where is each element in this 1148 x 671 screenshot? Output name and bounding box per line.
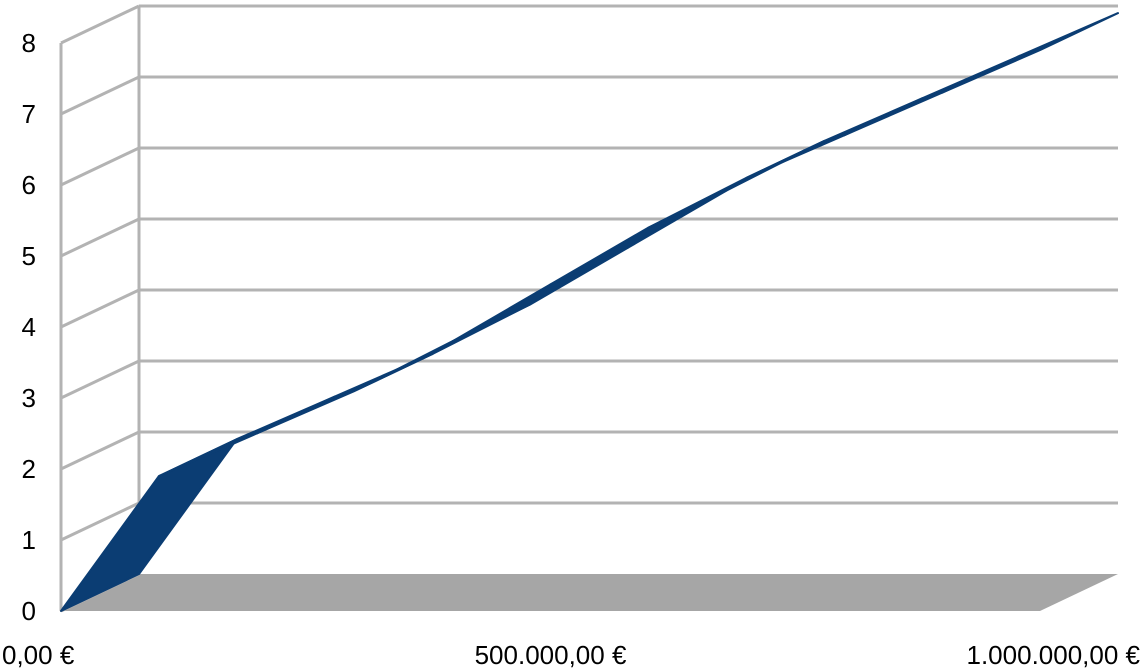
series-ribbon <box>60 12 1119 612</box>
ribbon-segment-5 <box>549 189 728 286</box>
x-tick-label-1: 500.000,00 € <box>475 640 627 670</box>
gridline-side-8 <box>60 4 140 45</box>
y-tick-label-0: 0 <box>22 596 36 626</box>
y-tick-label-2: 2 <box>22 454 36 484</box>
y-axis-tick-labels: 0 1 2 3 4 5 6 7 8 <box>22 28 36 626</box>
ribbon-segment-4 <box>451 246 630 343</box>
gridline-side-1 <box>60 501 140 542</box>
gridline-side-4 <box>60 288 140 329</box>
gridline-side-7 <box>60 75 140 116</box>
chart-floor <box>61 574 1118 611</box>
y-tick-label-5: 5 <box>22 241 36 271</box>
ribbon-segment-9 <box>941 12 1119 94</box>
y-tick-label-4: 4 <box>22 312 36 342</box>
gridline-side-5 <box>60 217 140 258</box>
gridline-side-3 <box>60 359 140 400</box>
y-tick-label-8: 8 <box>22 28 36 58</box>
y-tick-label-7: 7 <box>22 99 36 129</box>
gridlines <box>60 4 1118 542</box>
gridline-side-2 <box>60 430 140 471</box>
x-axis-tick-labels: 0,00 € 500.000,00 € 1.000.000,00 € <box>2 640 1141 670</box>
x-tick-label-0: 0,00 € <box>2 640 75 670</box>
x-tick-label-2: 1.000.000,00 € <box>967 640 1141 670</box>
gridline-side-6 <box>60 146 140 187</box>
y-tick-label-3: 3 <box>22 383 36 413</box>
y-tick-label-6: 6 <box>22 170 36 200</box>
y-tick-label-1: 1 <box>22 525 36 555</box>
